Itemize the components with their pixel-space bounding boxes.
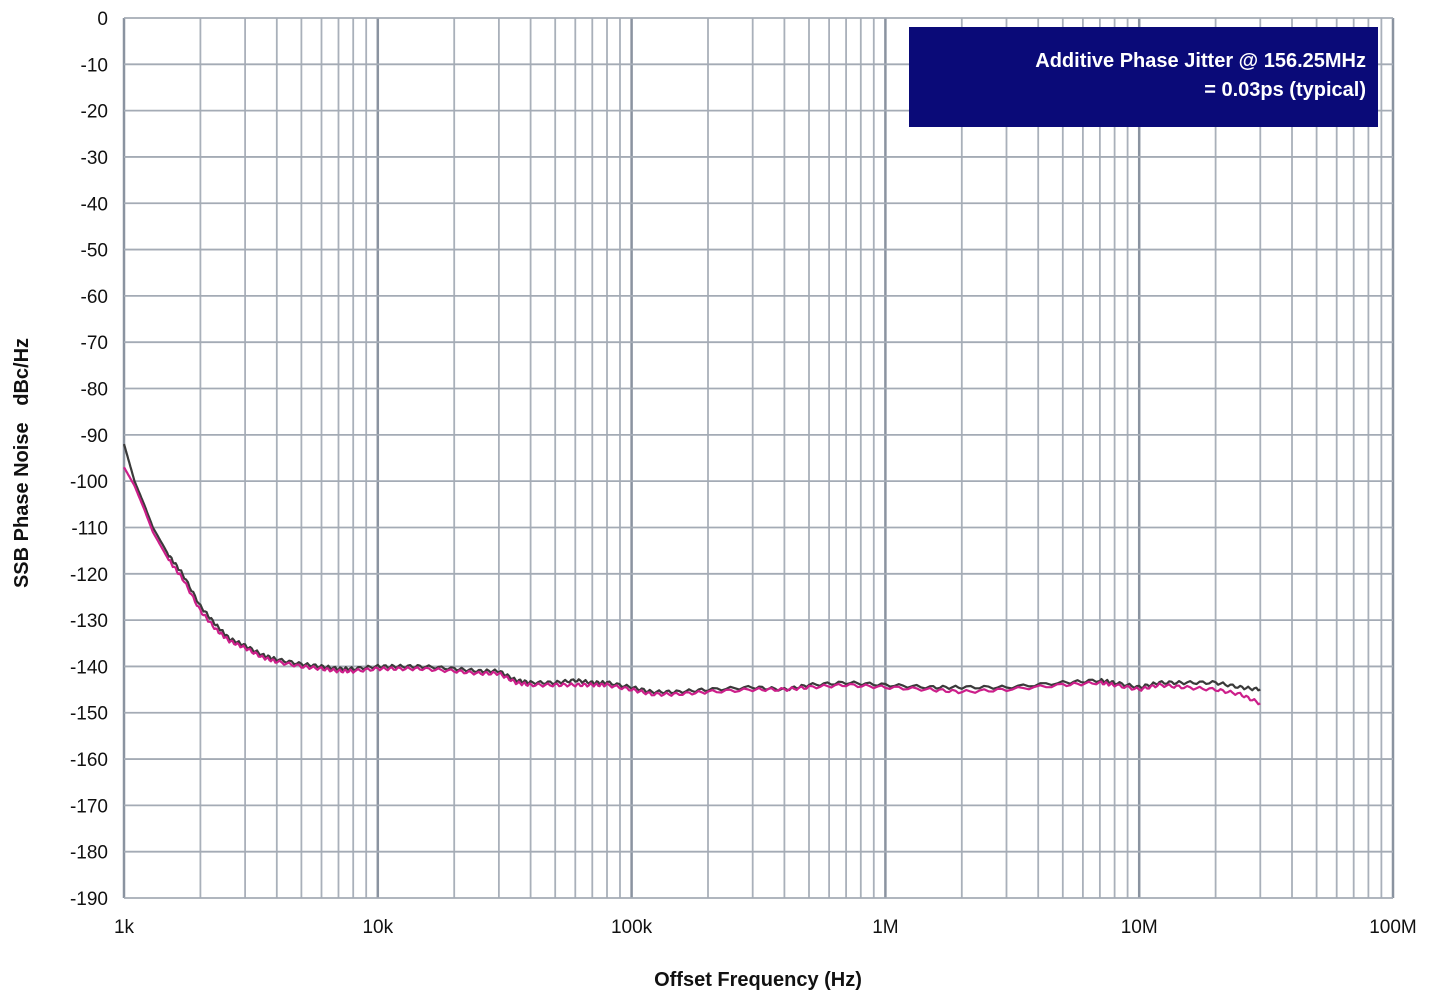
y-tick-label: -140: [70, 657, 108, 678]
annotation-line-2: = 0.03ps (typical): [1204, 79, 1366, 101]
y-tick-label: -130: [70, 611, 108, 632]
y-tick-label: -90: [81, 426, 108, 447]
y-tick-label: -110: [71, 518, 108, 539]
x-tick-label: 1M: [872, 917, 898, 938]
annotation-line-1: Additive Phase Jitter @ 156.25MHz: [1035, 50, 1366, 72]
series-lines: [122, 443, 1261, 706]
y-tick-label: -60: [81, 287, 108, 308]
y-tick-label: -180: [70, 843, 108, 864]
x-tick-label: 100M: [1369, 917, 1417, 938]
x-tick-label: 1k: [114, 917, 135, 938]
x-tick-label: 10k: [362, 917, 393, 938]
y-tick-labels: 0 -10 -20 -30 -40 -50 -60 -70 -80 -90 -100 -110 -120…: [70, 9, 108, 910]
grid: [122, 17, 1395, 899]
x-axis-title: Offset Frequency (Hz): [654, 969, 862, 991]
y-tick-label: -80: [81, 380, 108, 401]
series-line: [123, 466, 1261, 706]
jitter-annotation-box: Additive Phase Jitter @ 156.25MHz = 0.03…: [909, 27, 1378, 127]
y-tick-label: -40: [81, 194, 108, 215]
x-tick-label: 100k: [611, 917, 653, 938]
x-tick-labels: 1k 10k 100k 1M 10M 100M: [114, 917, 1417, 938]
y-tick-label: -50: [81, 241, 108, 262]
y-tick-label: -190: [70, 889, 108, 910]
y-tick-label: -120: [70, 565, 108, 586]
y-tick-label: 0: [97, 9, 108, 30]
y-tick-label: -10: [81, 55, 108, 76]
y-tick-label: -160: [70, 750, 108, 771]
y-tick-label: -170: [70, 796, 108, 817]
y-tick-label: -70: [81, 333, 108, 354]
y-tick-label: -150: [70, 704, 108, 725]
x-tick-label: 10M: [1121, 917, 1158, 938]
y-tick-label: -20: [81, 102, 108, 123]
y-tick-label: -30: [81, 148, 108, 169]
y-axis-title: SSB Phase Noise dBc/Hz: [11, 338, 33, 588]
y-tick-label: -100: [70, 472, 108, 493]
